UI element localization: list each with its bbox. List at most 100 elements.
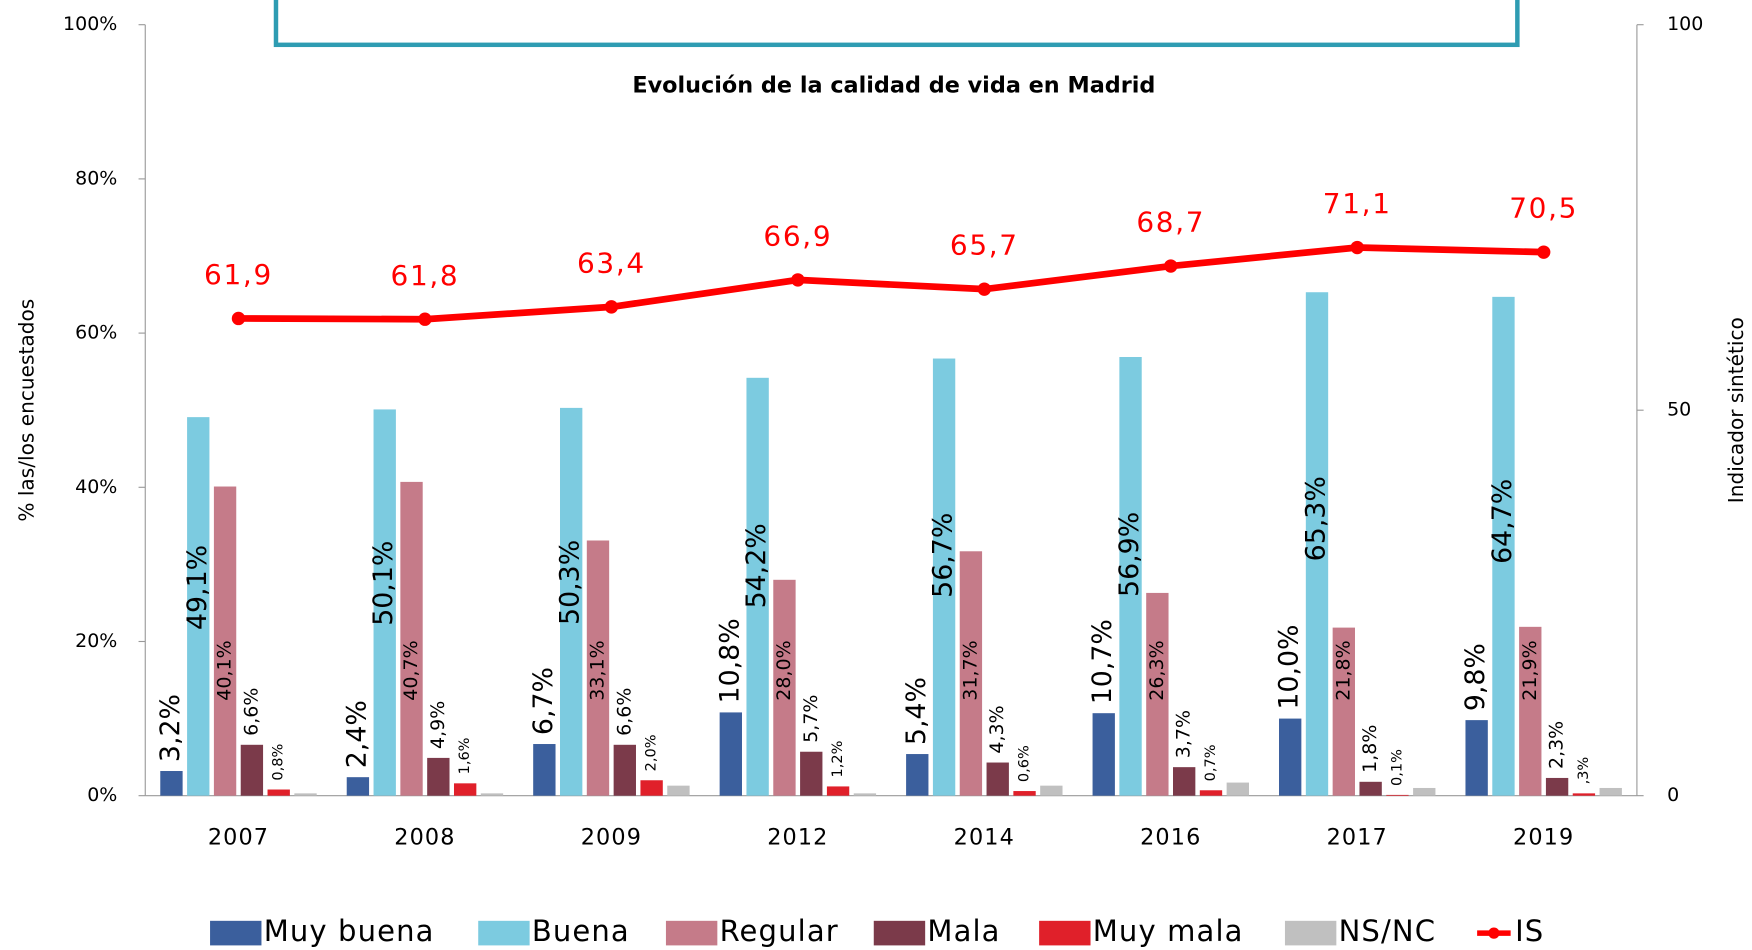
bar [1492,296,1515,796]
value-label: 3,7% [1173,710,1195,758]
legend-swatch [1488,927,1500,939]
chart-title: Evolución de la calidad de vida en Madri… [632,73,1155,99]
legend-swatch [1039,920,1091,946]
bar [240,744,264,796]
frame-box [273,0,1520,48]
y2-tick-label: 100 [1667,13,1703,35]
bar [1572,793,1596,796]
bar [1305,292,1329,796]
value-label: 6,6% [240,688,262,736]
value-label: 0,7% [1203,744,1219,781]
y-tick-label: 40% [75,476,117,498]
bar [1332,627,1355,796]
value-label: 49,1% [182,545,213,630]
value-label: 56,7% [928,513,959,598]
value-label: 6,7% [528,667,559,735]
value-label: 50,3% [555,540,586,625]
bar [640,780,663,796]
bar [1199,790,1223,796]
value-label: 71,1 [1323,187,1392,220]
bar [453,783,477,796]
value-label: 3,2% [155,694,186,762]
line-marker [1536,245,1551,259]
x-tick-label: 2008 [394,825,455,851]
value-label: 50,1% [368,541,399,626]
bar [667,785,690,796]
bar [613,744,636,796]
value-label: 10,7% [1087,619,1118,704]
value-label: 70,5 [1509,192,1578,225]
value-label: 4,3% [986,705,1008,753]
bar [1013,791,1036,796]
bar [1146,592,1169,796]
x-tick-label: 2019 [1513,825,1574,851]
value-label: 9,8% [1460,643,1491,711]
bar [986,762,1009,796]
bar [800,751,823,796]
value-label: 40,7% [400,640,422,700]
value-label: 26,3% [1146,640,1168,700]
bar [826,786,850,796]
value-label: 5,4% [901,677,932,745]
value-label: 1,2% [830,741,846,778]
bar [1386,794,1409,796]
line-marker [1350,240,1364,255]
bar [719,712,742,796]
y-tick-label: 100% [63,13,117,35]
bar [294,793,317,796]
bar [187,417,210,796]
bar [1413,787,1436,796]
bar [1545,777,1569,796]
bar [959,551,983,796]
x-tick-label: 2012 [767,825,828,851]
value-label: 65,3% [1301,476,1332,561]
x-tick-label: 2017 [1327,825,1388,851]
value-label: 10,8% [714,618,745,703]
bar [1599,787,1622,796]
line-marker [604,300,619,314]
line-marker [418,312,432,326]
value-label: 33,1% [586,640,608,700]
y-axis-label: % las/los encuestados [14,299,38,522]
value-label: 1,8% [1359,725,1381,773]
bar [1279,718,1302,796]
line-marker [791,273,805,287]
bar [1226,782,1249,796]
legend-swatch [210,920,262,946]
y-tick-label: 80% [75,167,117,189]
value-label: 61,8 [391,259,460,292]
bar [480,793,504,796]
legend-label: Muy buena [264,914,435,948]
bar [1519,626,1542,796]
value-label: 65,7 [950,229,1019,262]
y-tick-label: 60% [75,322,117,344]
bar [213,486,237,796]
y2-tick-label: 50 [1667,399,1691,421]
bar [1092,713,1115,796]
value-label: 31,7% [959,640,981,700]
legend-label: IS [1515,914,1544,948]
value-label: 28,0% [773,640,795,700]
value-label: 0,8% [271,744,287,781]
line [238,244,1544,323]
value-label: 2,0% [644,734,660,771]
bar [346,777,370,796]
value-label: 6,6% [613,688,635,736]
legend-swatch [478,920,530,946]
line-marker [231,311,246,326]
bar [400,481,423,796]
value-label: 1,6% [457,738,473,775]
value-label: 61,9 [204,258,273,291]
bar [773,579,796,796]
bar [1359,781,1382,796]
legend-label: Mala [927,914,1000,948]
legend-label: Buena [532,914,630,948]
value-label: 64,7% [1487,479,1518,564]
value-label: 2,4% [341,700,372,768]
value-label: 0,6% [1017,745,1033,782]
bar [560,407,583,796]
bar [853,793,877,796]
x-tick-label: 2009 [581,825,642,851]
bar [1465,720,1488,796]
